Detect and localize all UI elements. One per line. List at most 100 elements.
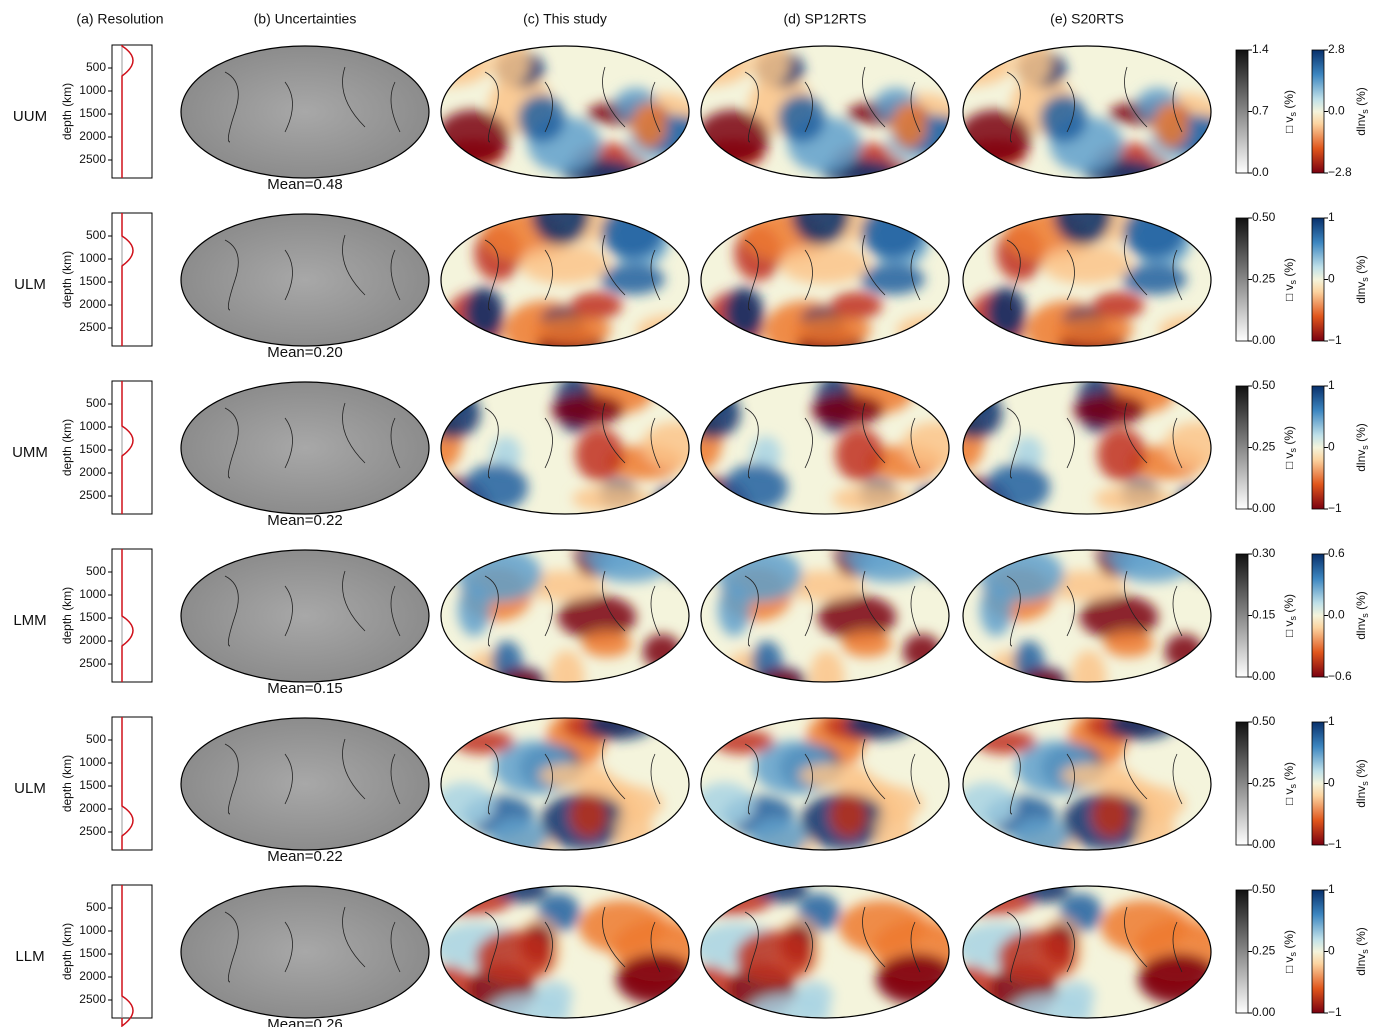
uncertainty-map: [181, 718, 429, 850]
anomaly: [549, 650, 584, 704]
colorbar-tick-label: −1: [1328, 333, 1342, 347]
colorbar-label: □ vs (%): [1282, 594, 1298, 637]
anomaly: [1019, 875, 1070, 903]
anomaly: [778, 95, 825, 142]
resolution-frame: [112, 213, 152, 346]
label-text: (%): [1282, 762, 1296, 784]
colorbar-label: dlnvs (%): [1354, 759, 1370, 808]
mean-label: Mean=0.15: [267, 680, 342, 697]
label-text: (%): [1282, 426, 1296, 448]
map: [181, 46, 429, 178]
map: [181, 550, 429, 682]
anomaly: [687, 886, 772, 916]
depth-tick-label: 500: [86, 228, 106, 242]
colorbar-tick-label: −1: [1328, 837, 1342, 851]
colorbar-label: dlnvs (%): [1354, 255, 1370, 304]
anomaly: [582, 630, 632, 657]
depth-tick-label: 1500: [79, 610, 106, 624]
map: [924, 35, 1233, 185]
colorbar-tick-label: 0.50: [1252, 714, 1276, 728]
resolution-curve: [122, 213, 133, 346]
depth-axis-label: depth (km): [60, 587, 74, 644]
colorbar: [1312, 890, 1324, 1013]
mean-label: Mean=0.26: [267, 1016, 342, 1027]
colorbar-label: □ vs (%): [1282, 930, 1298, 973]
anomaly: [497, 875, 548, 903]
anomaly: [924, 47, 1013, 87]
colorbar-tick-label: 0.50: [1252, 378, 1276, 392]
row-label: LLM: [15, 948, 44, 965]
anomaly: [570, 292, 622, 320]
anomaly: [1061, 763, 1133, 787]
map: [435, 710, 689, 866]
anomaly: [491, 35, 529, 88]
anomaly: [1174, 491, 1210, 520]
anomaly: [718, 584, 751, 636]
uncertainty-map: [181, 886, 429, 1018]
colorbar: [1236, 50, 1248, 173]
anomaly: [1040, 95, 1087, 142]
anomaly: [980, 584, 1013, 636]
anomaly: [1122, 264, 1186, 295]
anomaly: [601, 206, 664, 259]
colorbar-tick-label: 0: [1328, 944, 1335, 958]
depth-tick-label: 500: [86, 396, 106, 410]
colorbar-label: dlnvs (%): [1354, 927, 1370, 976]
depth-tick-label: 1000: [79, 251, 106, 265]
anomaly: [616, 954, 698, 1005]
map: [679, 373, 970, 532]
colorbar-tick-label: 1: [1328, 378, 1335, 392]
anomaly: [643, 634, 682, 669]
colorbar: [1236, 722, 1248, 845]
depth-tick-label: 2500: [79, 656, 106, 670]
colorbar: [1236, 890, 1248, 1013]
anomaly: [1092, 794, 1129, 837]
anomaly: [1138, 954, 1220, 1005]
anomaly: [435, 782, 494, 826]
anomaly: [949, 886, 1034, 916]
depth-tick-label: 2000: [79, 297, 106, 311]
depth-tick-label: 500: [86, 60, 106, 74]
label-text: □ v: [1282, 116, 1296, 133]
anomaly: [779, 245, 869, 284]
colorbar-tick-label: 0.15: [1252, 608, 1276, 622]
uncertainty-map: [181, 46, 429, 178]
colorbar: [1312, 50, 1324, 173]
anomaly: [832, 486, 911, 512]
anomaly: [402, 47, 491, 87]
colorbar-tick-label: 0.25: [1252, 944, 1276, 958]
depth-tick-label: 500: [86, 564, 106, 578]
anomaly: [723, 464, 788, 511]
depth-tick-label: 2000: [79, 801, 106, 815]
anomaly: [1013, 35, 1051, 88]
label-text: dlnv: [1354, 786, 1368, 808]
colorbar-tick-label: 0.30: [1252, 546, 1276, 560]
anomaly: [652, 491, 688, 520]
colorbar-tick-label: 0.25: [1252, 272, 1276, 286]
map: [695, 710, 949, 866]
colorbar-tick-label: −2.8: [1328, 165, 1352, 179]
mean-label: Mean=0.22: [267, 848, 342, 865]
colorbar: [1312, 386, 1324, 509]
colorbar-label: dlnvs (%): [1354, 423, 1370, 472]
colorbar-tick-label: 2.8: [1328, 42, 1345, 56]
anomaly: [811, 394, 884, 425]
map: [181, 886, 429, 1018]
label-text: dlnv: [1354, 282, 1368, 304]
row-label: ULM: [14, 780, 46, 797]
anomaly: [1158, 315, 1232, 348]
colorbar-label: □ vs (%): [1282, 258, 1298, 301]
label-text: (%): [1354, 87, 1368, 109]
label-text: (%): [1354, 759, 1368, 781]
anomaly: [685, 389, 740, 439]
depth-tick-label: 1000: [79, 923, 106, 937]
colorbar-tick-label: 0.00: [1252, 501, 1276, 515]
resolution-curve: [122, 381, 133, 514]
label-text: □ v: [1282, 620, 1296, 637]
colorbar-tick-label: 1: [1328, 714, 1335, 728]
colorbar-tick-label: 0.6: [1328, 546, 1345, 560]
resolution-curve: [122, 885, 133, 1026]
column-title: (e) S20RTS: [1050, 11, 1124, 27]
label-text: □ v: [1282, 956, 1296, 973]
map: [181, 214, 429, 346]
